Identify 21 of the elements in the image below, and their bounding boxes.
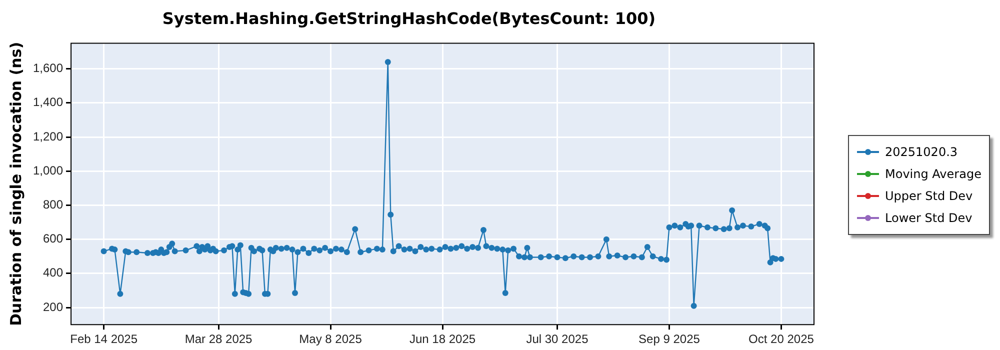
x-tick-label: Mar 28 2025 xyxy=(184,332,253,346)
legend-label: Upper Std Dev xyxy=(885,189,973,203)
y-tick-label: 1,600 xyxy=(33,61,64,76)
chart-title: System.Hashing.GetStringHashCode(BytesCount: 100) xyxy=(162,8,656,28)
x-tick-label: Sep 9 2025 xyxy=(638,332,700,346)
y-tick-label: 200 xyxy=(43,300,64,314)
y-tick-label: 1,000 xyxy=(33,163,64,178)
x-tick-label: Oct 20 2025 xyxy=(748,332,814,346)
y-tick-label: 1,400 xyxy=(33,95,64,110)
y-tick-label: 1,200 xyxy=(33,129,64,144)
legend-label: 20251020.3 xyxy=(885,145,958,159)
x-tick-label: Feb 14 2025 xyxy=(70,332,138,346)
x-tick-label: Jun 18 2025 xyxy=(409,332,476,346)
y-tick-label: 400 xyxy=(43,266,64,280)
legend-label: Lower Std Dev xyxy=(885,211,972,225)
y-tick-label: 600 xyxy=(43,232,64,246)
x-tick-label: Jul 30 2025 xyxy=(526,332,589,346)
y-axis-title: Duration of single invocation (ns) xyxy=(6,42,25,326)
legend-label: Moving Average xyxy=(885,167,982,181)
y-tick-label: 800 xyxy=(43,198,64,212)
x-tick-label: May 8 2025 xyxy=(299,332,362,346)
